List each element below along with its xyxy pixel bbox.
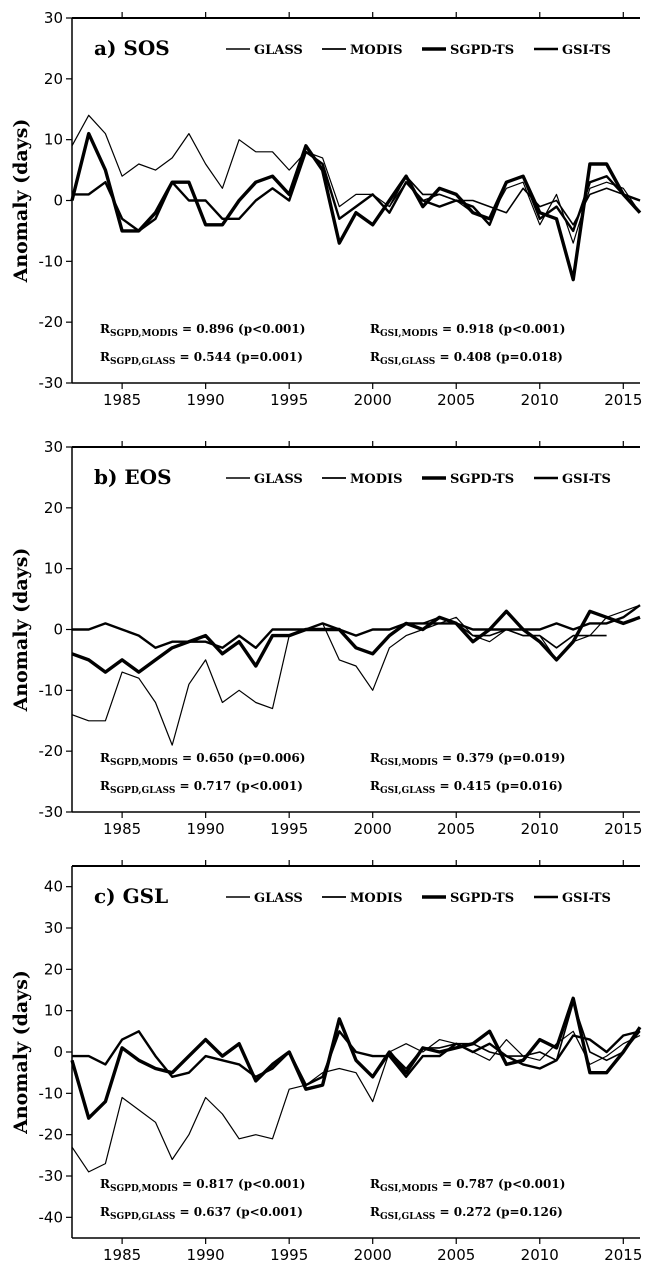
y-tick-label: -10 bbox=[39, 681, 64, 699]
correlation-stat: RSGPD,GLASS = 0.717 (p<0.001) bbox=[100, 779, 303, 796]
y-tick-label: -20 bbox=[39, 313, 64, 331]
x-tick-label: 2015 bbox=[604, 391, 642, 409]
y-tick-label: -20 bbox=[39, 1126, 64, 1144]
correlation-stat: RSGPD,GLASS = 0.637 (p<0.001) bbox=[100, 1205, 303, 1222]
legend-entry: GLASS bbox=[254, 43, 303, 58]
y-tick-label: 0 bbox=[53, 621, 63, 639]
y-tick-label: 10 bbox=[44, 1002, 63, 1020]
panel-title: b) EOS bbox=[94, 465, 172, 489]
y-tick-label: 0 bbox=[53, 1043, 63, 1061]
x-tick-label: 2000 bbox=[354, 391, 392, 409]
y-tick-label: 10 bbox=[44, 131, 63, 149]
legend-entry: GLASS bbox=[254, 891, 303, 906]
x-tick-label: 1995 bbox=[270, 1246, 308, 1264]
x-tick-label: 2005 bbox=[437, 820, 475, 838]
y-axis-label: Anomaly (days) bbox=[10, 970, 32, 1135]
correlation-stat: RSGPD,MODIS = 0.817 (p<0.001) bbox=[100, 1177, 305, 1194]
legend-entry: SGPD-TS bbox=[450, 472, 514, 487]
series-line-gsi-ts bbox=[72, 604, 641, 649]
x-tick-label: 1985 bbox=[103, 820, 141, 838]
y-tick-label: 30 bbox=[44, 919, 63, 937]
y-tick-label: -30 bbox=[39, 374, 64, 392]
x-tick-label: 2015 bbox=[604, 820, 642, 838]
series-line-glass bbox=[71, 114, 641, 244]
x-tick-label: 2000 bbox=[354, 820, 392, 838]
legend-entry: MODIS bbox=[350, 472, 402, 487]
correlation-stat: RGSI,MODIS = 0.787 (p<0.001) bbox=[370, 1177, 565, 1194]
y-tick-label: -30 bbox=[39, 803, 64, 821]
correlation-stat: RSGPD,GLASS = 0.544 (p=0.001) bbox=[100, 350, 303, 367]
y-tick-label: -40 bbox=[39, 1208, 64, 1226]
y-tick-label: -20 bbox=[39, 742, 64, 760]
x-tick-label: 1990 bbox=[187, 820, 225, 838]
series-line-modis bbox=[388, 1001, 641, 1070]
series-line-gsi-ts bbox=[72, 1030, 641, 1087]
legend-entry: GSI-TS bbox=[562, 891, 611, 906]
y-axis-label: Anomaly (days) bbox=[10, 548, 32, 713]
y-tick-label: -10 bbox=[39, 1084, 64, 1102]
y-tick-label: 20 bbox=[44, 70, 63, 88]
x-tick-label: 1995 bbox=[270, 391, 308, 409]
correlation-stat: RGSI,MODIS = 0.379 (p=0.019) bbox=[370, 751, 565, 768]
legend-entry: MODIS bbox=[350, 891, 402, 906]
legend-entry: SGPD-TS bbox=[450, 43, 514, 58]
legend-entry: SGPD-TS bbox=[450, 891, 514, 906]
y-axis-label: Anomaly (days) bbox=[10, 119, 32, 284]
y-tick-label: -10 bbox=[39, 252, 64, 270]
series-line-sgpd-ts bbox=[71, 609, 641, 674]
y-tick-label: 10 bbox=[44, 560, 63, 578]
y-tick-label: 0 bbox=[53, 192, 63, 210]
correlation-stat: RGSI,GLASS = 0.272 (p=0.126) bbox=[370, 1205, 563, 1222]
x-tick-label: 1985 bbox=[103, 1246, 141, 1264]
legend-entry: GSI-TS bbox=[562, 472, 611, 487]
y-tick-label: -30 bbox=[39, 1167, 64, 1185]
series-line-gsi-ts bbox=[72, 150, 641, 233]
legend-entry: GSI-TS bbox=[562, 43, 611, 58]
x-tick-label: 1990 bbox=[187, 1246, 225, 1264]
panel-title: a) SOS bbox=[94, 36, 170, 60]
correlation-stat: RGSI,MODIS = 0.918 (p<0.001) bbox=[370, 322, 565, 339]
x-tick-label: 2010 bbox=[521, 820, 559, 838]
correlation-stat: RGSI,GLASS = 0.408 (p=0.018) bbox=[370, 350, 563, 367]
x-tick-label: 2005 bbox=[437, 391, 475, 409]
x-tick-label: 1990 bbox=[187, 391, 225, 409]
series-line-glass bbox=[71, 604, 641, 746]
x-tick-label: 2005 bbox=[437, 1246, 475, 1264]
correlation-stat: RSGPD,MODIS = 0.650 (p=0.006) bbox=[100, 751, 305, 768]
legend-entry: MODIS bbox=[350, 43, 402, 58]
x-tick-label: 1985 bbox=[103, 391, 141, 409]
y-tick-label: 30 bbox=[44, 438, 63, 456]
legend-entry: GLASS bbox=[254, 472, 303, 487]
panel-title: c) GSL bbox=[94, 884, 168, 908]
x-tick-label: 2010 bbox=[521, 391, 559, 409]
x-tick-label: 2015 bbox=[604, 1246, 642, 1264]
correlation-stat: RSGPD,MODIS = 0.896 (p<0.001) bbox=[100, 322, 305, 339]
y-tick-label: 40 bbox=[44, 878, 63, 896]
series-line-modis bbox=[388, 175, 641, 226]
x-tick-label: 2010 bbox=[521, 1246, 559, 1264]
y-tick-label: 20 bbox=[44, 960, 63, 978]
correlation-stat: RGSI,GLASS = 0.415 (p=0.016) bbox=[370, 779, 563, 796]
y-tick-label: 30 bbox=[44, 9, 63, 27]
x-tick-label: 1995 bbox=[270, 820, 308, 838]
x-tick-label: 2000 bbox=[354, 1246, 392, 1264]
y-tick-label: 20 bbox=[44, 499, 63, 517]
